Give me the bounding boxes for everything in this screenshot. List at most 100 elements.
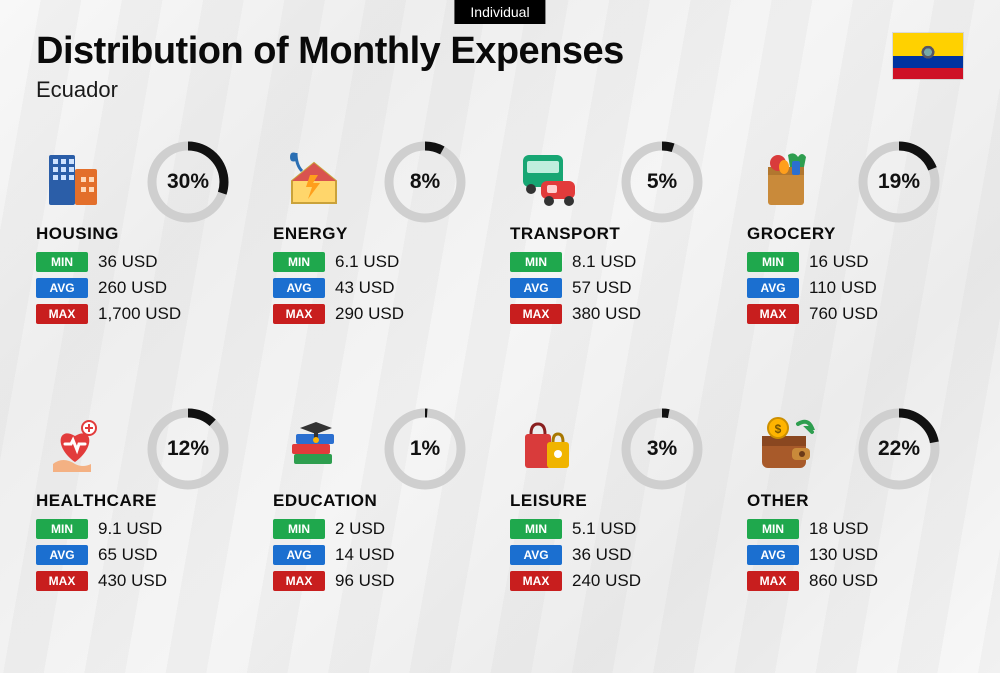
max-badge: MAX [510, 304, 562, 324]
avg-value: 110 USD [809, 278, 877, 298]
min-row: MIN 2 USD [273, 519, 490, 539]
avg-row: AVG 260 USD [36, 278, 253, 298]
min-value: 8.1 USD [572, 252, 636, 272]
max-badge: MAX [747, 571, 799, 591]
min-value: 5.1 USD [572, 519, 636, 539]
pct-donut-energy: 8% [383, 140, 467, 224]
avg-badge: AVG [747, 545, 799, 565]
avg-badge: AVG [510, 545, 562, 565]
avg-value: 65 USD [98, 545, 158, 565]
max-value: 1,700 USD [98, 304, 181, 324]
categories-grid: 30% HOUSING MIN 36 USD AVG 260 USD MAX 1… [36, 140, 964, 653]
value-rows: MIN 18 USD AVG 130 USD MAX 860 USD [747, 519, 964, 591]
avg-badge: AVG [273, 278, 325, 298]
header: Distribution of Monthly Expenses Ecuador [36, 30, 964, 103]
category-name: HEALTHCARE [36, 491, 253, 511]
category-name: TRANSPORT [510, 224, 727, 244]
max-row: MAX 1,700 USD [36, 304, 253, 324]
min-badge: MIN [273, 252, 325, 272]
pct-donut-housing: 30% [146, 140, 230, 224]
avg-badge: AVG [747, 278, 799, 298]
pct-label: 22% [857, 407, 941, 491]
category-card-education: 1% EDUCATION MIN 2 USD AVG 14 USD MAX 96… [273, 407, 490, 654]
max-row: MAX 860 USD [747, 571, 964, 591]
pct-donut-transport: 5% [620, 140, 704, 224]
svg-text:$: $ [775, 422, 782, 436]
max-value: 430 USD [98, 571, 167, 591]
pct-donut-leisure: 3% [620, 407, 704, 491]
min-value: 36 USD [98, 252, 158, 272]
category-name: ENERGY [273, 224, 490, 244]
value-rows: MIN 36 USD AVG 260 USD MAX 1,700 USD [36, 252, 253, 324]
avg-value: 260 USD [98, 278, 167, 298]
category-card-other: $ 22% OTHER MIN 18 USD AVG 130 USD MAX 8… [747, 407, 964, 654]
pct-label: 5% [620, 140, 704, 224]
min-value: 2 USD [335, 519, 385, 539]
shopping-bags-icon [510, 407, 588, 485]
avg-value: 14 USD [335, 545, 395, 565]
pct-label: 1% [383, 407, 467, 491]
avg-value: 57 USD [572, 278, 632, 298]
max-value: 760 USD [809, 304, 878, 324]
value-rows: MIN 9.1 USD AVG 65 USD MAX 430 USD [36, 519, 253, 591]
category-name: LEISURE [510, 491, 727, 511]
max-badge: MAX [273, 571, 325, 591]
min-value: 9.1 USD [98, 519, 162, 539]
max-badge: MAX [747, 304, 799, 324]
pct-label: 19% [857, 140, 941, 224]
min-badge: MIN [36, 519, 88, 539]
min-row: MIN 36 USD [36, 252, 253, 272]
category-name: HOUSING [36, 224, 253, 244]
heart-hand-icon [36, 407, 114, 485]
value-rows: MIN 5.1 USD AVG 36 USD MAX 240 USD [510, 519, 727, 591]
avg-row: AVG 43 USD [273, 278, 490, 298]
min-row: MIN 6.1 USD [273, 252, 490, 272]
max-row: MAX 430 USD [36, 571, 253, 591]
avg-row: AVG 36 USD [510, 545, 727, 565]
pct-label: 30% [146, 140, 230, 224]
pct-donut-other: 22% [857, 407, 941, 491]
value-rows: MIN 6.1 USD AVG 43 USD MAX 290 USD [273, 252, 490, 324]
avg-value: 43 USD [335, 278, 395, 298]
max-row: MAX 380 USD [510, 304, 727, 324]
max-value: 240 USD [572, 571, 641, 591]
grocery-bag-icon [747, 140, 825, 218]
category-name: GROCERY [747, 224, 964, 244]
category-card-housing: 30% HOUSING MIN 36 USD AVG 260 USD MAX 1… [36, 140, 253, 387]
max-row: MAX 240 USD [510, 571, 727, 591]
value-rows: MIN 8.1 USD AVG 57 USD MAX 380 USD [510, 252, 727, 324]
buildings-icon [36, 140, 114, 218]
max-value: 860 USD [809, 571, 878, 591]
max-badge: MAX [510, 571, 562, 591]
avg-row: AVG 57 USD [510, 278, 727, 298]
avg-value: 36 USD [572, 545, 632, 565]
max-badge: MAX [36, 304, 88, 324]
min-value: 18 USD [809, 519, 869, 539]
pct-label: 12% [146, 407, 230, 491]
max-badge: MAX [36, 571, 88, 591]
avg-row: AVG 130 USD [747, 545, 964, 565]
value-rows: MIN 2 USD AVG 14 USD MAX 96 USD [273, 519, 490, 591]
min-row: MIN 5.1 USD [510, 519, 727, 539]
category-card-transport: 5% TRANSPORT MIN 8.1 USD AVG 57 USD MAX … [510, 140, 727, 387]
avg-badge: AVG [510, 278, 562, 298]
category-card-energy: 8% ENERGY MIN 6.1 USD AVG 43 USD MAX 290… [273, 140, 490, 387]
category-name: OTHER [747, 491, 964, 511]
min-badge: MIN [747, 252, 799, 272]
min-badge: MIN [510, 252, 562, 272]
pct-label: 3% [620, 407, 704, 491]
pct-donut-education: 1% [383, 407, 467, 491]
category-card-grocery: 19% GROCERY MIN 16 USD AVG 110 USD MAX 7… [747, 140, 964, 387]
scope-tag: Individual [454, 0, 545, 24]
avg-row: AVG 14 USD [273, 545, 490, 565]
max-row: MAX 290 USD [273, 304, 490, 324]
value-rows: MIN 16 USD AVG 110 USD MAX 760 USD [747, 252, 964, 324]
min-row: MIN 9.1 USD [36, 519, 253, 539]
max-value: 380 USD [572, 304, 641, 324]
category-card-leisure: 3% LEISURE MIN 5.1 USD AVG 36 USD MAX 24… [510, 407, 727, 654]
min-badge: MIN [273, 519, 325, 539]
max-value: 96 USD [335, 571, 395, 591]
min-badge: MIN [510, 519, 562, 539]
country-name: Ecuador [36, 77, 964, 103]
min-value: 16 USD [809, 252, 869, 272]
